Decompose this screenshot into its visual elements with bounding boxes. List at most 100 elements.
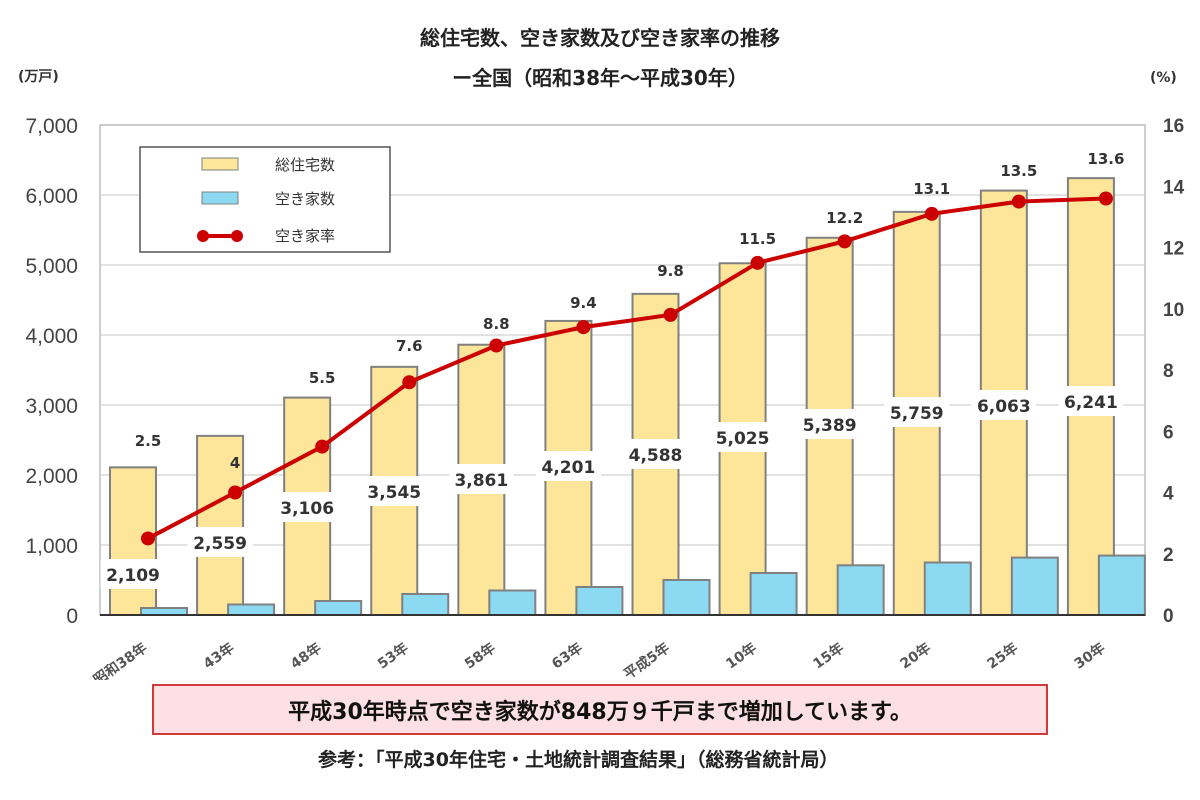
vacant-housing-bar bbox=[575, 586, 624, 616]
right-tick-label: 14 bbox=[1163, 177, 1185, 198]
total-data-label: 2,559 bbox=[193, 534, 247, 554]
vacancy-rate-marker bbox=[1011, 194, 1026, 209]
vacancy-rate-marker bbox=[924, 206, 939, 221]
vacant-housing-bar bbox=[1097, 554, 1146, 617]
right-tick-label: 4 bbox=[1163, 484, 1174, 505]
right-tick-label: 12 bbox=[1163, 239, 1184, 260]
vacancy-rate-line bbox=[147, 196, 1106, 541]
x-tick-label: 58年 bbox=[461, 639, 498, 672]
vacant-housing-bar bbox=[401, 593, 450, 616]
rate-data-label: 9.8 bbox=[657, 262, 684, 280]
legend-swatch-total bbox=[201, 157, 239, 171]
x-tick-label: 48年 bbox=[287, 639, 324, 672]
rate-data-label: 5.5 bbox=[309, 369, 336, 387]
total-data-label: 5,025 bbox=[716, 429, 770, 449]
vacancy-rate-marker bbox=[837, 234, 852, 249]
total-data-label: 6,063 bbox=[977, 397, 1031, 417]
left-tick-label: 2,000 bbox=[25, 465, 78, 488]
data-label-bg bbox=[1058, 386, 1124, 416]
vacant-housing-bar bbox=[227, 603, 276, 616]
vacant-housing-bar bbox=[488, 589, 537, 616]
note-box: 平成30年時点で空き家数が848万９千戸まで増加しています。 bbox=[152, 684, 1048, 735]
left-tick-label: 4,000 bbox=[25, 325, 78, 348]
note-text: 平成30年時点で空き家数が848万９千戸まで増加しています。 bbox=[288, 699, 912, 725]
legend-box bbox=[139, 146, 391, 253]
legend-label: 空き家率 bbox=[275, 227, 335, 245]
x-tick-label: 昭和38年 bbox=[90, 639, 150, 680]
vacancy-rate-marker bbox=[576, 320, 591, 335]
left-tick-label: 6,000 bbox=[25, 185, 78, 208]
total-data-label: 3,861 bbox=[454, 471, 508, 491]
x-tick-label: 平成5年 bbox=[621, 639, 673, 680]
right-tick-label: 6 bbox=[1163, 422, 1174, 443]
data-label-bg bbox=[535, 451, 601, 481]
rate-data-label: 7.6 bbox=[396, 337, 423, 355]
vacant-housing-bar bbox=[314, 600, 363, 616]
left-tick-label: 7,000 bbox=[25, 115, 78, 138]
vacant-housing-bar bbox=[923, 561, 972, 616]
rate-data-label: 13.1 bbox=[913, 180, 950, 198]
rate-data-label: 9.4 bbox=[570, 294, 597, 312]
vacancy-rate-marker bbox=[228, 485, 243, 500]
data-label-bg bbox=[710, 422, 776, 452]
right-tick-label: 8 bbox=[1163, 361, 1174, 382]
vacancy-rate-marker bbox=[663, 307, 678, 322]
x-tick-label: 43年 bbox=[200, 639, 237, 672]
x-tick-label: 53年 bbox=[374, 639, 411, 672]
vacant-housing-bar bbox=[662, 579, 711, 616]
rate-data-label: 2.5 bbox=[135, 432, 162, 450]
right-tick-label: 2 bbox=[1163, 545, 1174, 566]
vacant-housing-bar bbox=[749, 572, 798, 616]
legend-marker bbox=[197, 230, 209, 242]
data-label-bg bbox=[187, 527, 253, 557]
data-label-bg bbox=[971, 390, 1037, 420]
rate-data-label: 11.5 bbox=[739, 230, 776, 248]
rate-data-label: 13.6 bbox=[1087, 150, 1124, 168]
total-data-label: 3,545 bbox=[367, 483, 421, 503]
vacancy-rate-marker bbox=[1098, 191, 1113, 206]
total-data-label: 6,241 bbox=[1064, 393, 1118, 413]
data-label-bg bbox=[361, 476, 427, 506]
left-tick-label: 0 bbox=[66, 605, 78, 628]
x-tick-label: 10年 bbox=[723, 639, 760, 672]
vacancy-rate-marker bbox=[750, 255, 765, 270]
vacancy-rate-marker bbox=[315, 439, 330, 454]
rate-data-label: 8.8 bbox=[483, 315, 510, 333]
total-data-label: 2,109 bbox=[106, 566, 160, 586]
vacant-housing-bar bbox=[1010, 556, 1059, 616]
data-label-bg bbox=[797, 409, 863, 439]
source-text: 参考：「平成30年住宅・土地統計調査結果」（総務省統計局） bbox=[318, 749, 839, 771]
x-tick-label: 15年 bbox=[810, 639, 847, 672]
legend-marker bbox=[231, 230, 243, 242]
rate-data-label: 13.5 bbox=[1000, 162, 1037, 180]
rate-data-label: 12.2 bbox=[826, 209, 863, 227]
chart-subtitle: ー全国（昭和38年～平成30年） bbox=[452, 66, 748, 90]
x-tick-label: 63年 bbox=[549, 639, 586, 672]
left-tick-label: 5,000 bbox=[25, 255, 78, 278]
vacant-housing-bar bbox=[140, 607, 188, 616]
total-data-label: 5,389 bbox=[803, 416, 857, 436]
data-label-bg bbox=[274, 492, 340, 522]
legend-label: 空き家数 bbox=[275, 190, 335, 208]
right-tick-label: 10 bbox=[1163, 300, 1184, 321]
left-tick-label: 3,000 bbox=[25, 395, 78, 418]
left-axis-unit: (万戸) bbox=[18, 69, 59, 85]
chart-canvas: 0 1,000 2,000 3,000 4,000 5,000 6,000 7,000 0 2 4 6… bbox=[25, 115, 1185, 680]
data-label-bg bbox=[448, 464, 514, 494]
vacant-housing-bar bbox=[836, 564, 885, 616]
chart-title: 総住宅数、空き家数及び空き家率の推移 bbox=[420, 26, 780, 50]
data-label-bg bbox=[884, 397, 950, 427]
data-label-bg bbox=[100, 559, 166, 589]
legend-swatch-vacant bbox=[201, 191, 239, 205]
right-tick-label: 16 bbox=[1163, 116, 1184, 137]
rate-data-label: 4 bbox=[230, 454, 240, 472]
vacancy-rate-marker bbox=[402, 375, 417, 390]
right-axis-unit: (%) bbox=[1150, 70, 1177, 86]
total-data-label: 4,201 bbox=[542, 458, 596, 478]
right-tick-label: 0 bbox=[1163, 606, 1174, 627]
total-data-label: 3,106 bbox=[280, 499, 334, 519]
legend-label: 総住宅数 bbox=[275, 156, 335, 174]
x-tick-label: 25年 bbox=[984, 639, 1021, 672]
vacancy-rate-marker bbox=[489, 338, 504, 353]
total-data-label: 5,759 bbox=[890, 404, 944, 424]
